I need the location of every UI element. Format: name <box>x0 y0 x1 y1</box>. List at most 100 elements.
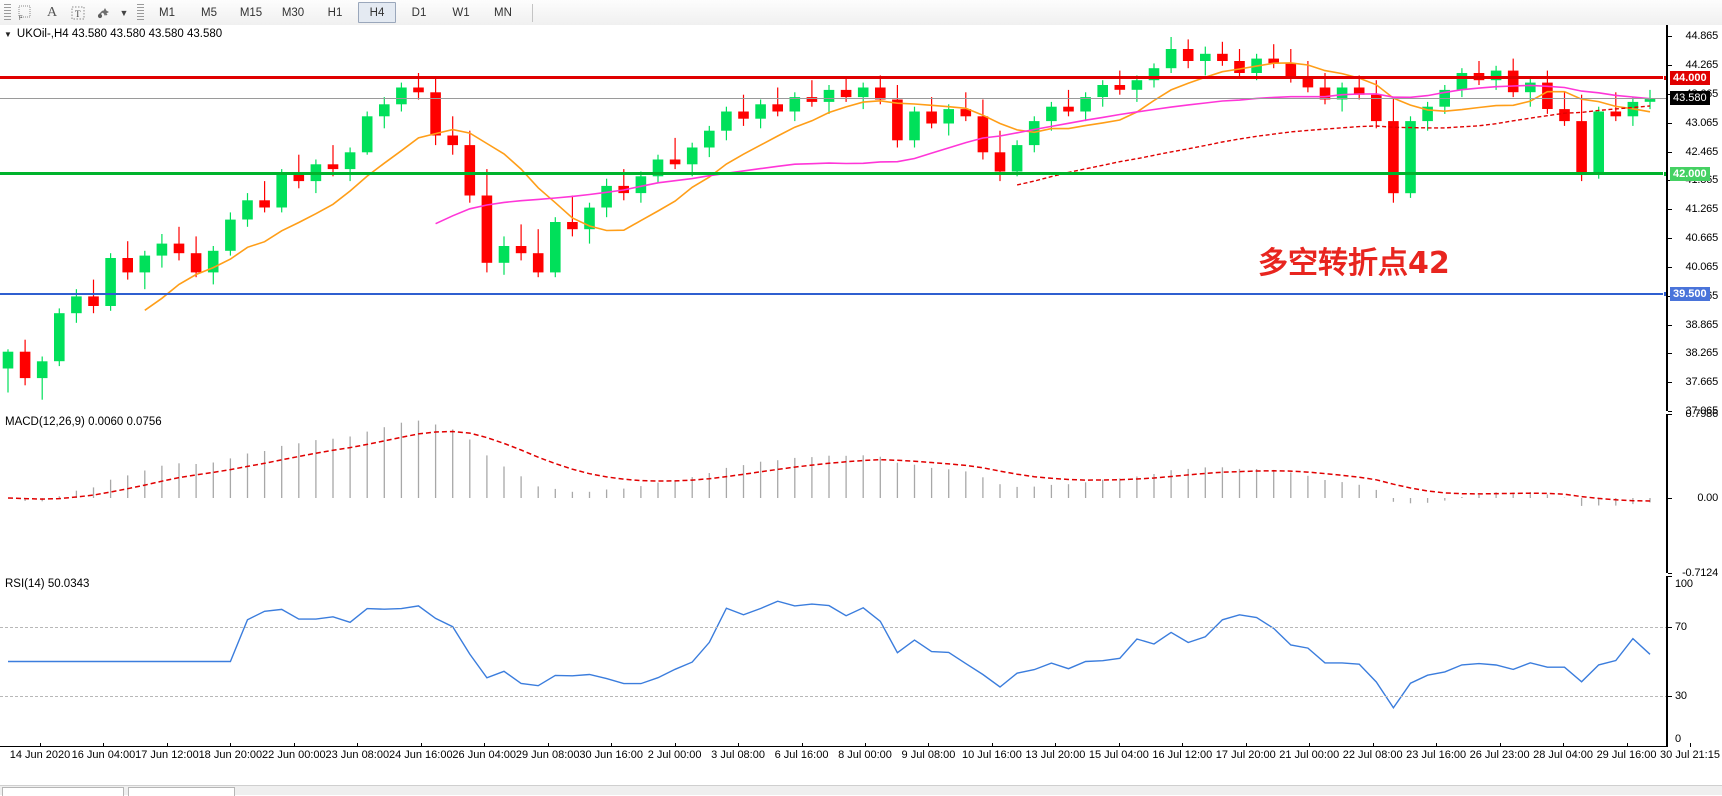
rsi-guide-30 <box>0 695 1666 698</box>
time-axis-label: 29 Jun 08:00 <box>515 749 580 761</box>
timeframe-m5[interactable]: M5 <box>201 6 217 19</box>
symbol-ohlc-text: UKOil-,H4 43.580 43.580 43.580 43.580 <box>16 28 223 40</box>
time-tick <box>1563 743 1565 747</box>
time-axis-label: 30 Jul 21:15 <box>1660 749 1720 761</box>
macd-plot-area[interactable] <box>0 414 1668 573</box>
time-tick <box>1690 743 1691 747</box>
crosshair-icon[interactable]: F <box>13 1 39 24</box>
text-label-icon[interactable]: A <box>46 4 58 20</box>
price-tick <box>1668 122 1672 124</box>
time-axis-label: 15 Jul 04:00 <box>1088 749 1149 761</box>
timeframe-m30[interactable]: M30 <box>281 6 305 19</box>
rsi-plot-area[interactable] <box>0 576 1668 747</box>
price-axis[interactable]: 44.86544.26543.66543.06542.46541.86541.2… <box>1668 25 1722 417</box>
timeframe-d1[interactable]: D1 <box>411 6 427 19</box>
price-plot-area[interactable] <box>0 25 1668 411</box>
objects-icon[interactable] <box>91 1 117 24</box>
time-tick <box>1245 743 1247 747</box>
price-axis-label: 42.465 <box>1685 145 1719 158</box>
time-axis-label: 26 Jun 04:00 <box>452 749 517 761</box>
time-tick <box>484 743 486 747</box>
price-tick <box>1668 36 1672 38</box>
price-tick <box>1668 411 1672 412</box>
time-axis-label: 26 Jul 23:00 <box>1469 749 1530 761</box>
time-axis-label: 22 Jun 00:00 <box>262 749 326 761</box>
time-tick <box>801 743 803 747</box>
level-line-body <box>0 76 1666 80</box>
time-tick <box>1182 743 1184 747</box>
svg-text:T: T <box>75 9 81 19</box>
time-tick <box>738 743 740 747</box>
macd-axis-label: 0.7986 <box>1685 408 1719 420</box>
timeframe-h1[interactable]: H1 <box>327 6 343 19</box>
last-price-tag: 43.580 <box>1670 91 1710 106</box>
main-toolbar: F A T ▼ M1 M5 M15 M30 H1 H4 D1 W1 MN <box>0 0 1722 26</box>
time-axis-label: 13 Jul 20:00 <box>1025 749 1086 761</box>
price-axis-label: 38.265 <box>1685 347 1719 360</box>
rsi-axis-label: 30 <box>1675 689 1687 702</box>
price-axis-label: 41.265 <box>1685 203 1719 216</box>
level-drag-handle[interactable] <box>1663 74 1666 81</box>
rsi-svg <box>8 600 1651 710</box>
toolbar-grip[interactable] <box>4 4 11 21</box>
chart-container[interactable]: ▼ UKOil-,H4 43.580 43.580 43.580 43.580 … <box>0 25 1722 795</box>
text-box-icon[interactable]: T <box>65 1 91 24</box>
time-tick <box>611 743 613 747</box>
time-tick <box>1372 743 1374 747</box>
symbol-ohlc-bar: ▼ UKOil-,H4 43.580 43.580 43.580 43.580 <box>4 28 222 40</box>
time-tick <box>1499 743 1501 747</box>
timeframe-h4[interactable]: H4 <box>358 2 396 23</box>
time-tick <box>357 743 359 747</box>
chart-tab-active[interactable] <box>2 787 124 796</box>
level-drag-handle[interactable] <box>1663 170 1666 177</box>
time-tick <box>991 743 993 747</box>
timeframe-group: M1 M5 M15 M30 H1 H4 D1 W1 MN <box>146 2 524 23</box>
time-axis-label: 16 Jul 12:00 <box>1152 749 1213 761</box>
price-tick <box>1668 65 1672 67</box>
level-line-body <box>0 172 1666 176</box>
macd-svg <box>7 420 1651 506</box>
rsi-tick <box>1668 576 1672 577</box>
timeframe-m1[interactable]: M1 <box>159 6 175 19</box>
rsi-title: RSI(14) 50.0343 <box>5 578 90 590</box>
macd-axis[interactable]: 0.7986 0.00 -0.7124 <box>1668 408 1722 579</box>
timeframe-m15[interactable]: M15 <box>239 6 263 19</box>
timeframe-grip[interactable] <box>137 4 144 21</box>
time-tick <box>1309 743 1311 747</box>
time-tick <box>420 743 422 747</box>
timeframe-mn[interactable]: MN <box>494 6 512 19</box>
time-tick <box>1118 743 1120 747</box>
price-axis-label: 37.665 <box>1685 376 1719 389</box>
time-tick <box>230 743 232 747</box>
macd-tick <box>1668 498 1672 500</box>
window-taskbar <box>0 785 1722 796</box>
collapse-chevron-icon[interactable]: ▼ <box>4 29 12 39</box>
level-drag-handle[interactable] <box>1663 291 1666 298</box>
time-tick <box>865 743 866 747</box>
toolbar-divider <box>532 3 533 22</box>
time-axis-label: 23 Jul 16:00 <box>1406 749 1467 761</box>
time-tick <box>166 743 168 747</box>
time-axis[interactable]: 14 Jun 2020 16 Jun 04:00 17 Jun 12:00 18 Ju… <box>0 743 1722 765</box>
price-axis-label: 43.065 <box>1685 116 1719 129</box>
time-axis-label: 16 Jun 04:00 <box>71 749 136 761</box>
macd-tick <box>1668 414 1672 415</box>
rsi-tick <box>1668 627 1672 629</box>
chart-tab-2[interactable] <box>128 787 235 796</box>
chevron-down-icon[interactable]: ▼ <box>119 7 129 18</box>
timeframe-w1[interactable]: W1 <box>452 6 470 19</box>
time-axis-label: 8 Jul 00:00 <box>838 749 892 761</box>
time-tick <box>40 743 41 747</box>
rsi-axis-label: 100 <box>1675 578 1693 590</box>
time-tick <box>928 743 930 747</box>
time-tick <box>1436 743 1438 747</box>
rsi-tick <box>1668 695 1672 697</box>
level-price-tag-resistance-44: 44.000 <box>1670 70 1710 85</box>
time-tick <box>1626 743 1628 747</box>
rsi-axis[interactable]: 100 70 30 0 <box>1668 576 1722 748</box>
time-tick <box>293 743 295 747</box>
time-axis-label: 29 Jul 16:00 <box>1596 749 1657 761</box>
time-tick <box>103 743 105 747</box>
time-axis-label: 23 Jun 08:00 <box>325 749 390 761</box>
